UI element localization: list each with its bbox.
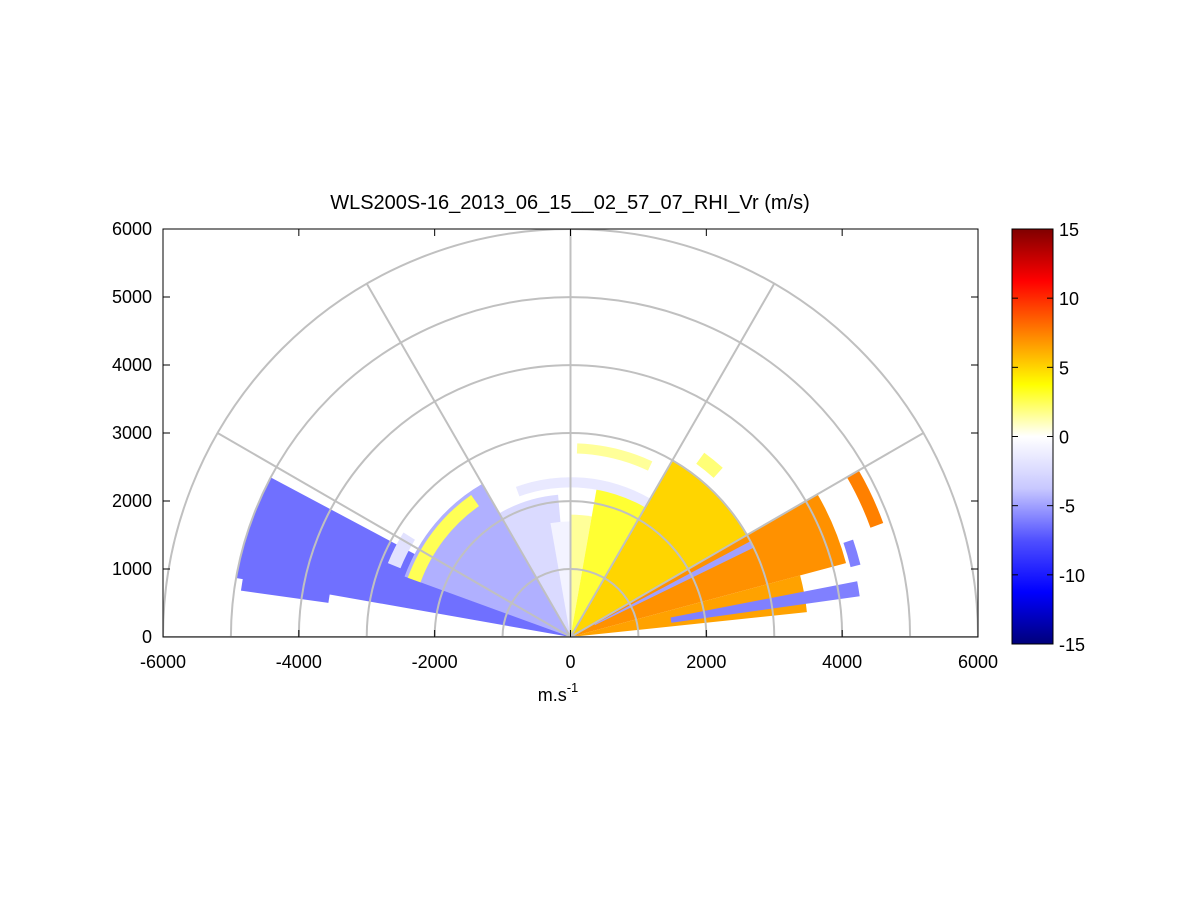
velocity-sector — [696, 452, 723, 478]
polar-grid — [163, 229, 978, 637]
x-tick-label: -2000 — [412, 652, 458, 672]
velocity-sector — [515, 477, 651, 508]
x-tick-label: 6000 — [958, 652, 998, 672]
y-tick-label: 0 — [142, 627, 152, 647]
velocity-sector — [670, 581, 860, 623]
y-tick-label: 5000 — [112, 287, 152, 307]
velocity-sector — [594, 541, 754, 626]
velocity-sector — [570, 482, 649, 637]
azimuth-spoke — [569, 432, 924, 637]
x-axis-label: m.s-1 — [538, 680, 579, 705]
colorbar-tick-label: 15 — [1059, 220, 1079, 240]
azimuth-spoke — [217, 432, 572, 637]
x-axis: -6000 -4000 -2000 0 2000 4000 6000 — [140, 229, 998, 672]
colorbar-tick-label: 0 — [1059, 428, 1069, 448]
azimuth-spoke — [569, 283, 776, 637]
colorbar-tick-label: -5 — [1059, 497, 1075, 517]
colorbar-tick-label: 5 — [1059, 358, 1069, 378]
x-axis-label-exponent: -1 — [567, 680, 579, 695]
velocity-sector — [846, 470, 884, 528]
velocity-sector — [407, 494, 479, 583]
y-tick-label: 2000 — [112, 491, 152, 511]
velocity-sector — [843, 539, 861, 568]
x-tick-label: -4000 — [276, 652, 322, 672]
x-tick-label: 2000 — [686, 652, 726, 672]
x-tick-label: 0 — [565, 652, 575, 672]
x-tick-label: -6000 — [140, 652, 186, 672]
y-tick-label: 4000 — [112, 355, 152, 375]
colorbar-tick-label: -10 — [1059, 566, 1085, 586]
colorbar-ticks: -15 -10 -5 0 5 10 15 — [1012, 220, 1085, 655]
velocity-sector — [550, 521, 571, 637]
y-tick-label: 3000 — [112, 423, 152, 443]
azimuth-spoke — [365, 283, 572, 637]
colorbar-tick-label: -15 — [1059, 635, 1085, 655]
velocity-sector — [570, 460, 747, 637]
x-tick-label: 4000 — [822, 652, 862, 672]
velocity-sector — [570, 575, 807, 637]
velocity-sector — [387, 532, 415, 569]
y-tick-label: 1000 — [112, 559, 152, 579]
velocity-sector — [570, 514, 592, 637]
colorbar: -15 -10 -5 0 5 10 15 — [1011, 220, 1085, 655]
velocity-sector — [576, 443, 653, 471]
colorbar-scale — [1011, 228, 1054, 645]
x-axis-label-main: m.s — [538, 685, 567, 705]
y-tick-label: 6000 — [112, 219, 152, 239]
chart-title: WLS200S-16_2013_06_15__02_57_07_RHI_Vr (… — [330, 192, 810, 214]
velocity-sector — [240, 550, 335, 603]
plot-area: -6000 -4000 -2000 0 2000 4000 6000 0 1000 2000 30… — [112, 219, 998, 705]
colorbar-tick-label: 10 — [1059, 289, 1079, 309]
y-axis: 0 1000 2000 3000 4000 5000 6000 — [112, 219, 978, 647]
velocity-sectors — [236, 443, 884, 637]
